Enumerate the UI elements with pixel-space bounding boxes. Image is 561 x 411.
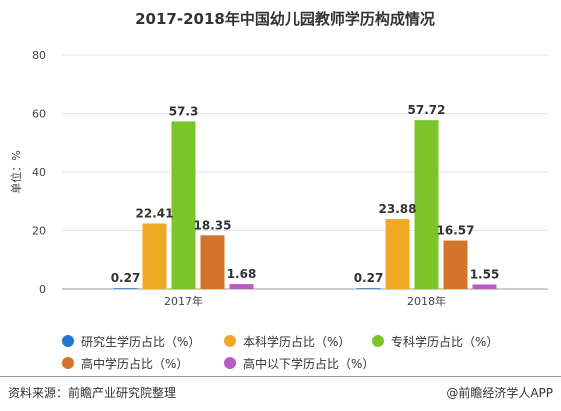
legend-swatch	[62, 357, 74, 369]
bar	[356, 288, 381, 289]
legend-label: 高中以下学历占比（%）	[243, 356, 375, 371]
legend-swatch	[372, 335, 384, 347]
bars	[113, 120, 497, 290]
legend-label: 本科学历占比（%）	[243, 334, 351, 349]
bar	[472, 284, 497, 289]
data-label: 0.27	[354, 271, 384, 285]
y-tick-label: 40	[32, 166, 46, 179]
legend-item-bachelor: 本科学历占比（%）	[224, 333, 372, 350]
legend-row: 高中学历占比（%） 高中以下学历占比（%）	[62, 352, 532, 374]
bar	[200, 235, 225, 289]
y-tick-label: 60	[32, 108, 46, 121]
footer: 资料来源：前瞻产业研究院整理 @前瞻经济学人APP	[0, 370, 561, 411]
legend-item-postgraduate: 研究生学历占比（%）	[62, 333, 224, 350]
legend-label: 专科学历占比（%）	[391, 334, 499, 349]
legend-swatch	[224, 335, 236, 347]
footer-divider	[0, 376, 561, 377]
legend-swatch	[62, 335, 74, 347]
legend: 研究生学历占比（%） 本科学历占比（%） 专科学历占比（%） 高中学历占比（%）…	[62, 330, 532, 374]
chart-title: 2017-2018年中国幼儿园教师学历构成情况	[135, 10, 435, 28]
data-label: 22.41	[136, 206, 174, 220]
y-tick-label: 20	[32, 225, 46, 238]
legend-label: 研究生学历占比（%）	[81, 334, 201, 349]
data-label: 1.55	[470, 267, 500, 281]
source-note: 资料来源：前瞻产业研究院整理	[8, 386, 177, 400]
y-tick-label: 80	[32, 49, 46, 62]
bar	[171, 121, 196, 290]
legend-swatch	[224, 357, 236, 369]
legend-label: 高中学历占比（%）	[81, 356, 189, 371]
data-label: 0.27	[111, 271, 141, 285]
legend-item-below-high-school: 高中以下学历占比（%）	[224, 355, 375, 372]
data-label: 57.72	[408, 103, 446, 117]
chart: 2017-2018年中国幼儿园教师学历构成情况 单位：% 0 20 40 60 80 0…	[9, 10, 548, 308]
gridlines	[62, 54, 548, 290]
y-tick-label: 0	[39, 283, 46, 296]
x-tick-label: 2017年	[164, 294, 203, 308]
y-axis-label: 单位：%	[9, 150, 23, 193]
brand-credit: @前瞻经济学人APP	[446, 386, 553, 400]
legend-item-college: 专科学历占比（%）	[372, 333, 520, 350]
data-label: 1.68	[227, 267, 257, 281]
legend-item-high-school: 高中学历占比（%）	[62, 355, 224, 372]
bar	[113, 288, 138, 289]
x-axis-ticks: 2017年 2018年	[164, 294, 446, 308]
bar	[229, 284, 254, 289]
x-tick-label: 2018年	[407, 294, 446, 308]
y-axis-ticks: 0 20 40 60 80	[32, 49, 46, 296]
legend-row: 研究生学历占比（%） 本科学历占比（%） 专科学历占比（%）	[62, 330, 532, 352]
data-label: 57.3	[169, 104, 199, 118]
data-label: 23.88	[379, 202, 417, 216]
bar	[443, 240, 468, 289]
data-label: 16.57	[437, 224, 475, 238]
bar	[142, 223, 167, 289]
bar	[414, 120, 439, 289]
data-label: 18.35	[194, 218, 232, 232]
data-labels: 0.27 22.41 57.3 18.35 1.68 0.27 23.88 57.72 16.5…	[111, 103, 500, 285]
bar	[385, 219, 410, 289]
